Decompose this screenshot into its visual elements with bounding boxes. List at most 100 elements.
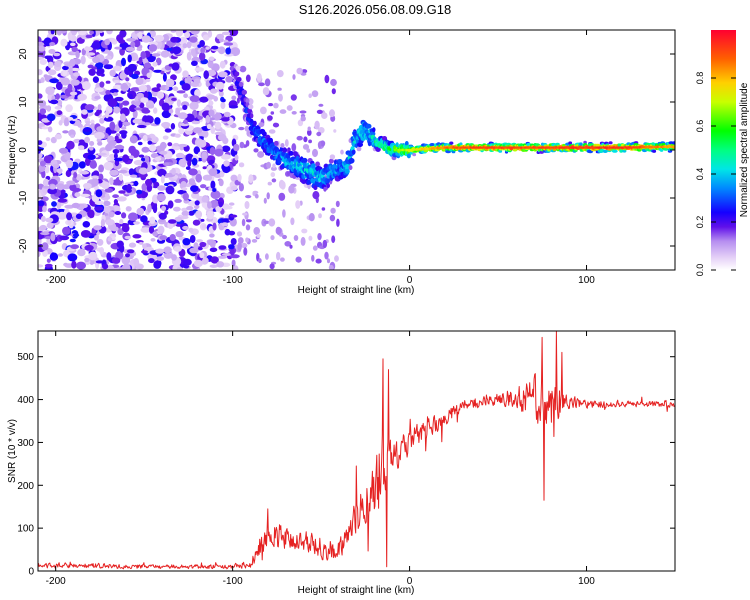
heatmap-cell xyxy=(199,52,206,61)
heatmap-cell xyxy=(209,233,215,238)
heatmap-cell xyxy=(41,126,49,130)
heatmap-cell xyxy=(203,70,209,80)
heatmap-cell xyxy=(124,235,132,240)
heatmap-cell xyxy=(188,210,195,216)
colorbar-tick-label: 0.2 xyxy=(695,216,705,229)
heatmap-cell xyxy=(221,117,230,122)
heatmap-cell xyxy=(71,260,77,269)
heatmap-cell xyxy=(89,160,98,169)
heatmap-cell xyxy=(109,88,119,94)
heatmap-cell xyxy=(98,164,104,173)
heatmap-cell xyxy=(208,159,215,164)
heatmap-cell xyxy=(147,140,153,145)
heatmap-cell xyxy=(171,167,176,175)
heatmap-cell xyxy=(62,226,71,235)
heatmap-cell xyxy=(57,253,64,257)
heatmap-cell xyxy=(50,184,56,190)
heatmap-cell xyxy=(163,162,170,167)
heatmap-cell xyxy=(262,87,270,96)
heatmap-cell xyxy=(81,109,88,115)
heatmap-cell xyxy=(251,239,258,243)
heatmap-cell xyxy=(412,153,417,157)
heatmap-cell xyxy=(271,142,275,148)
heatmap-cell xyxy=(671,141,675,145)
heatmap-cell xyxy=(172,86,179,91)
heatmap-cell xyxy=(154,156,162,161)
heatmap-cell xyxy=(152,204,158,214)
heatmap-cell xyxy=(242,212,248,216)
heatmap-cell xyxy=(199,96,209,103)
heatmap-cell xyxy=(282,147,288,153)
heatmap-cell xyxy=(108,211,115,218)
heatmap-cell xyxy=(181,210,190,217)
heatmap-cell xyxy=(308,235,313,241)
heatmap-cell xyxy=(137,141,143,146)
heatmap-cell xyxy=(126,188,132,193)
heatmap-cell xyxy=(199,241,207,248)
heatmap-cell xyxy=(220,101,226,110)
heatmap-cell xyxy=(107,98,118,108)
heatmap-cell xyxy=(58,147,69,154)
heatmap-cell xyxy=(141,146,150,153)
heatmap-cell xyxy=(170,30,177,33)
heatmap-cell xyxy=(229,248,235,256)
heatmap-cell xyxy=(156,83,161,88)
heatmap-cell xyxy=(140,227,151,233)
heatmap-cell xyxy=(315,258,322,264)
heatmap-cell xyxy=(70,79,80,86)
heatmap-cell xyxy=(134,101,141,106)
snr-series-line xyxy=(38,331,675,570)
heatmap-y-ticks: -20 -10 0 10 20 xyxy=(18,48,675,253)
heatmap-cell xyxy=(67,253,78,262)
heatmap-cell xyxy=(619,149,624,153)
heatmap-cell xyxy=(112,194,119,199)
heatmap-cell xyxy=(188,227,194,233)
heatmap-cell xyxy=(232,265,239,270)
snr-y-tick-label: 300 xyxy=(17,438,34,449)
heatmap-cell xyxy=(193,259,203,268)
heatmap-cell xyxy=(583,140,587,144)
heatmap-cell xyxy=(166,47,173,52)
heatmap-cell xyxy=(161,110,171,119)
heatmap-cell xyxy=(230,174,238,182)
heatmap-cell xyxy=(324,251,329,260)
heatmap-cell xyxy=(44,263,53,268)
heatmap-cell xyxy=(155,248,165,254)
heatmap-y-tick-label: 0 xyxy=(18,147,29,153)
heatmap-cell xyxy=(193,146,200,155)
heatmap-cell xyxy=(199,252,205,259)
heatmap-cell xyxy=(128,145,136,154)
heatmap-cell xyxy=(206,69,217,77)
snr-line-layer xyxy=(38,331,675,570)
heatmap-cell xyxy=(138,85,148,92)
heatmap-cell xyxy=(54,105,62,110)
heatmap-cell xyxy=(253,227,260,235)
heatmap-cell xyxy=(112,84,123,90)
heatmap-cell xyxy=(336,218,340,227)
heatmap-cell xyxy=(263,197,267,204)
heatmap-cell xyxy=(191,60,198,66)
colorbar-label: Normalized spectral amplitude xyxy=(739,82,750,217)
heatmap-cell xyxy=(181,187,188,191)
heatmap-cell xyxy=(102,263,109,270)
heatmap-cell xyxy=(311,254,315,262)
heatmap-cell xyxy=(38,100,47,107)
heatmap-cell xyxy=(221,31,231,36)
heatmap-cell xyxy=(300,236,306,246)
heatmap-cell xyxy=(182,192,189,201)
heatmap-cell xyxy=(165,85,170,91)
heatmap-cell xyxy=(56,201,62,210)
heatmap-cell xyxy=(41,170,46,179)
heatmap-cell xyxy=(159,150,168,155)
heatmap-cell xyxy=(290,160,294,166)
heatmap-cell xyxy=(131,73,139,79)
heatmap-cell xyxy=(71,202,81,209)
snr-frame xyxy=(37,330,676,572)
heatmap-cell xyxy=(157,185,166,191)
heatmap-cell xyxy=(278,192,286,201)
heatmap-cell xyxy=(268,129,276,134)
heatmap-cell xyxy=(76,37,85,44)
heatmap-cell xyxy=(127,63,137,72)
heatmap-cell xyxy=(312,245,318,251)
